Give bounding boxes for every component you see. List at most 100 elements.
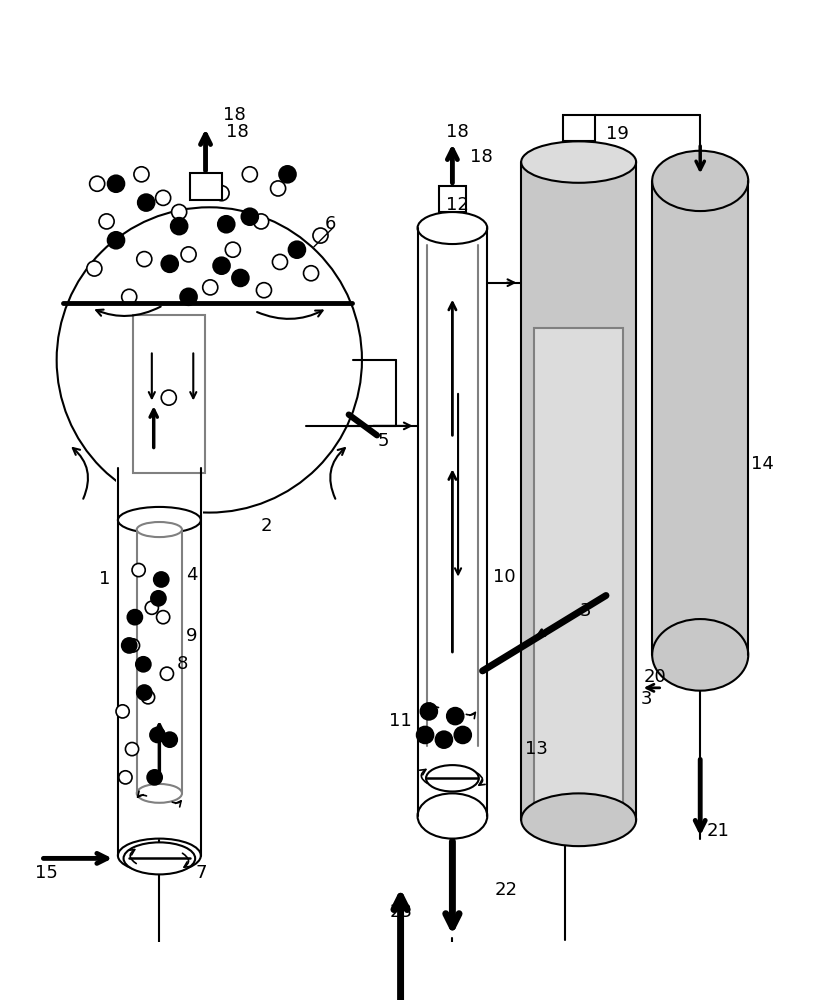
Circle shape bbox=[119, 771, 132, 784]
Text: 20: 20 bbox=[643, 668, 666, 686]
Circle shape bbox=[416, 726, 433, 743]
Circle shape bbox=[242, 167, 257, 182]
Circle shape bbox=[180, 288, 197, 305]
Circle shape bbox=[214, 186, 229, 201]
Ellipse shape bbox=[521, 141, 636, 183]
Circle shape bbox=[181, 247, 196, 262]
Circle shape bbox=[121, 638, 137, 653]
Ellipse shape bbox=[651, 151, 748, 211]
Circle shape bbox=[127, 610, 143, 625]
Text: 21: 21 bbox=[706, 822, 729, 840]
Bar bbox=[521, 162, 636, 820]
Ellipse shape bbox=[118, 839, 201, 873]
Circle shape bbox=[153, 572, 169, 587]
Circle shape bbox=[162, 732, 177, 747]
Circle shape bbox=[278, 166, 296, 183]
Bar bbox=[534, 328, 622, 804]
Ellipse shape bbox=[651, 619, 748, 691]
Text: 18: 18 bbox=[446, 123, 468, 141]
Circle shape bbox=[161, 255, 178, 272]
Circle shape bbox=[126, 639, 139, 652]
Text: 18: 18 bbox=[223, 106, 246, 124]
Circle shape bbox=[151, 591, 165, 606]
Circle shape bbox=[241, 208, 258, 225]
Circle shape bbox=[107, 175, 124, 192]
Circle shape bbox=[161, 390, 176, 405]
Circle shape bbox=[87, 261, 102, 276]
Text: 3: 3 bbox=[640, 690, 652, 708]
Circle shape bbox=[303, 266, 319, 281]
Ellipse shape bbox=[137, 784, 182, 803]
Ellipse shape bbox=[521, 793, 636, 846]
Circle shape bbox=[99, 214, 114, 229]
Text: 18: 18 bbox=[470, 148, 492, 166]
Circle shape bbox=[137, 252, 152, 267]
Circle shape bbox=[213, 257, 230, 274]
Text: 22: 22 bbox=[494, 881, 517, 899]
Circle shape bbox=[454, 726, 471, 743]
Text: 14: 14 bbox=[750, 455, 773, 473]
Circle shape bbox=[218, 216, 234, 233]
Ellipse shape bbox=[118, 507, 201, 533]
Ellipse shape bbox=[124, 842, 195, 874]
Circle shape bbox=[446, 708, 463, 725]
Circle shape bbox=[420, 703, 437, 720]
Circle shape bbox=[147, 770, 162, 785]
Circle shape bbox=[89, 176, 105, 191]
Ellipse shape bbox=[137, 522, 182, 537]
Bar bbox=[439, 186, 465, 212]
Text: 10: 10 bbox=[492, 568, 515, 586]
Text: 18: 18 bbox=[226, 123, 249, 141]
Text: 6: 6 bbox=[325, 215, 336, 233]
Circle shape bbox=[288, 241, 305, 258]
Circle shape bbox=[156, 611, 170, 624]
Text: 8: 8 bbox=[176, 655, 188, 673]
Text: 4: 4 bbox=[186, 566, 197, 584]
Circle shape bbox=[256, 283, 271, 298]
Circle shape bbox=[133, 167, 149, 182]
Circle shape bbox=[232, 269, 249, 286]
Circle shape bbox=[107, 232, 124, 249]
Circle shape bbox=[121, 289, 137, 304]
Bar bbox=[562, 115, 594, 141]
Circle shape bbox=[225, 242, 240, 257]
Text: 2: 2 bbox=[260, 517, 272, 535]
Text: 23: 23 bbox=[389, 903, 412, 921]
Circle shape bbox=[171, 204, 187, 220]
Text: 1: 1 bbox=[99, 570, 111, 588]
Circle shape bbox=[125, 742, 138, 756]
Text: 13: 13 bbox=[524, 740, 547, 758]
Circle shape bbox=[313, 228, 328, 243]
Ellipse shape bbox=[417, 793, 486, 839]
Text: 9: 9 bbox=[186, 627, 197, 645]
Circle shape bbox=[150, 727, 165, 742]
Circle shape bbox=[138, 194, 155, 211]
Circle shape bbox=[137, 685, 152, 700]
Ellipse shape bbox=[417, 212, 486, 244]
Text: 7: 7 bbox=[195, 864, 206, 882]
Circle shape bbox=[57, 207, 361, 513]
Circle shape bbox=[170, 218, 188, 235]
Circle shape bbox=[253, 214, 269, 229]
Circle shape bbox=[202, 280, 218, 295]
Circle shape bbox=[270, 181, 285, 196]
Circle shape bbox=[142, 691, 155, 704]
Circle shape bbox=[160, 667, 174, 680]
Bar bbox=[189, 173, 221, 200]
Text: 19: 19 bbox=[605, 125, 628, 143]
Text: 12: 12 bbox=[446, 196, 468, 214]
Circle shape bbox=[145, 601, 158, 614]
Text: 5: 5 bbox=[378, 432, 389, 450]
Text: 15: 15 bbox=[35, 864, 58, 882]
Circle shape bbox=[156, 190, 170, 205]
Ellipse shape bbox=[426, 765, 478, 791]
Circle shape bbox=[115, 705, 129, 718]
Text: 3: 3 bbox=[579, 602, 590, 620]
Circle shape bbox=[435, 731, 452, 748]
Circle shape bbox=[136, 657, 151, 672]
Bar bbox=[651, 181, 748, 655]
Bar bbox=[133, 315, 204, 473]
Bar bbox=[115, 428, 202, 522]
Circle shape bbox=[132, 563, 145, 577]
Circle shape bbox=[272, 254, 287, 269]
